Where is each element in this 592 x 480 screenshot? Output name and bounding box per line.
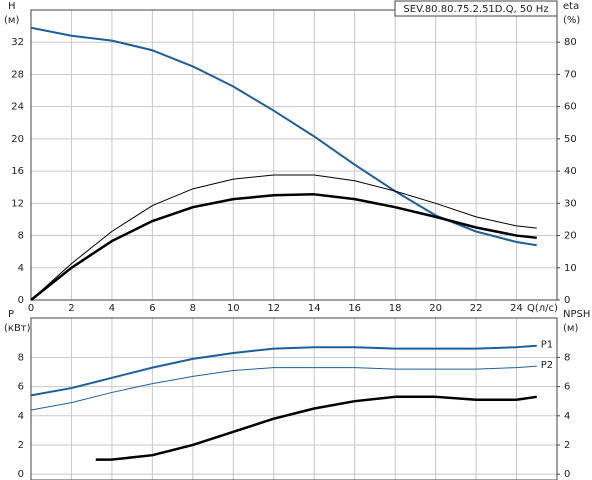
curve (30, 174, 537, 301)
y2-tick-label: 0 (564, 295, 570, 306)
y-tick-label: 20 (11, 134, 24, 145)
y-tick-label: 32 (11, 37, 24, 48)
x-tick-label: 0 (28, 303, 34, 314)
curve (30, 344, 537, 397)
y2-tick-label: 40 (564, 166, 577, 177)
curve (30, 193, 537, 301)
y2-tick-label: 2 (564, 440, 570, 451)
y2-tick-label: 50 (564, 134, 577, 145)
curve (30, 26, 537, 247)
x-tick-label: 18 (389, 303, 402, 314)
y-tick-label: 0 (18, 295, 24, 306)
x-tick-label: 22 (470, 303, 483, 314)
y-tick-label: 4 (18, 263, 24, 274)
y-axis-unit: (кВт) (4, 323, 31, 334)
x-tick-label: 10 (227, 303, 240, 314)
curve (95, 395, 537, 461)
y-tick-label: 24 (11, 102, 24, 113)
y2-tick-label: 30 (564, 198, 577, 209)
y2-tick-label: 20 (564, 231, 577, 242)
series-label: P1 (541, 340, 553, 351)
x-tick-label: 4 (109, 303, 115, 314)
y-tick-label: 2 (18, 440, 24, 451)
plot-frame (30, 9, 558, 301)
y-tick-label: 0 (18, 469, 24, 480)
y2-tick-label: 0 (564, 469, 570, 480)
chart-title: SEV.80.80.75.2.51D.Q, 50 Hz (403, 4, 548, 15)
y2-tick-label: 10 (564, 263, 577, 274)
x-tick-label: 6 (149, 303, 155, 314)
x-tick-label: 12 (267, 303, 280, 314)
y-tick-label: 12 (11, 198, 24, 209)
y-axis-label: H (8, 1, 16, 12)
y2-tick-label: 80 (564, 37, 577, 48)
series-label: P2 (541, 360, 553, 371)
y-tick-label: 28 (11, 69, 24, 80)
x-tick-label: 16 (348, 303, 361, 314)
y2-axis-unit: (%) (563, 15, 580, 26)
x-axis-label: Q(л/с) (527, 303, 558, 314)
y2-tick-label: 70 (564, 69, 577, 80)
y2-axis-label: NPSH (563, 309, 590, 320)
y-tick-label: 4 (18, 411, 24, 422)
x-tick-label: 24 (510, 303, 523, 314)
y-tick-label: 16 (11, 166, 24, 177)
x-tick-label: 14 (308, 303, 321, 314)
y-tick-label: 8 (18, 231, 24, 242)
y2-tick-label: 4 (564, 411, 570, 422)
x-tick-label: 8 (190, 303, 196, 314)
x-tick-label: 2 (68, 303, 74, 314)
y2-axis-unit: (м) (563, 323, 578, 334)
y-axis-unit: (м) (4, 15, 19, 26)
curve (30, 365, 537, 411)
y-tick-label: 8 (18, 352, 24, 363)
x-tick-label: 20 (429, 303, 442, 314)
y2-tick-label: 8 (564, 352, 570, 363)
y2-axis-label: eta (563, 1, 579, 12)
y-tick-label: 6 (18, 382, 24, 393)
plot-background (31, 10, 557, 300)
y-axis-label: P (8, 309, 14, 320)
title-box (394, 0, 558, 17)
plot-frame (30, 317, 558, 480)
y2-tick-label: 6 (564, 382, 570, 393)
y2-tick-label: 60 (564, 102, 577, 113)
